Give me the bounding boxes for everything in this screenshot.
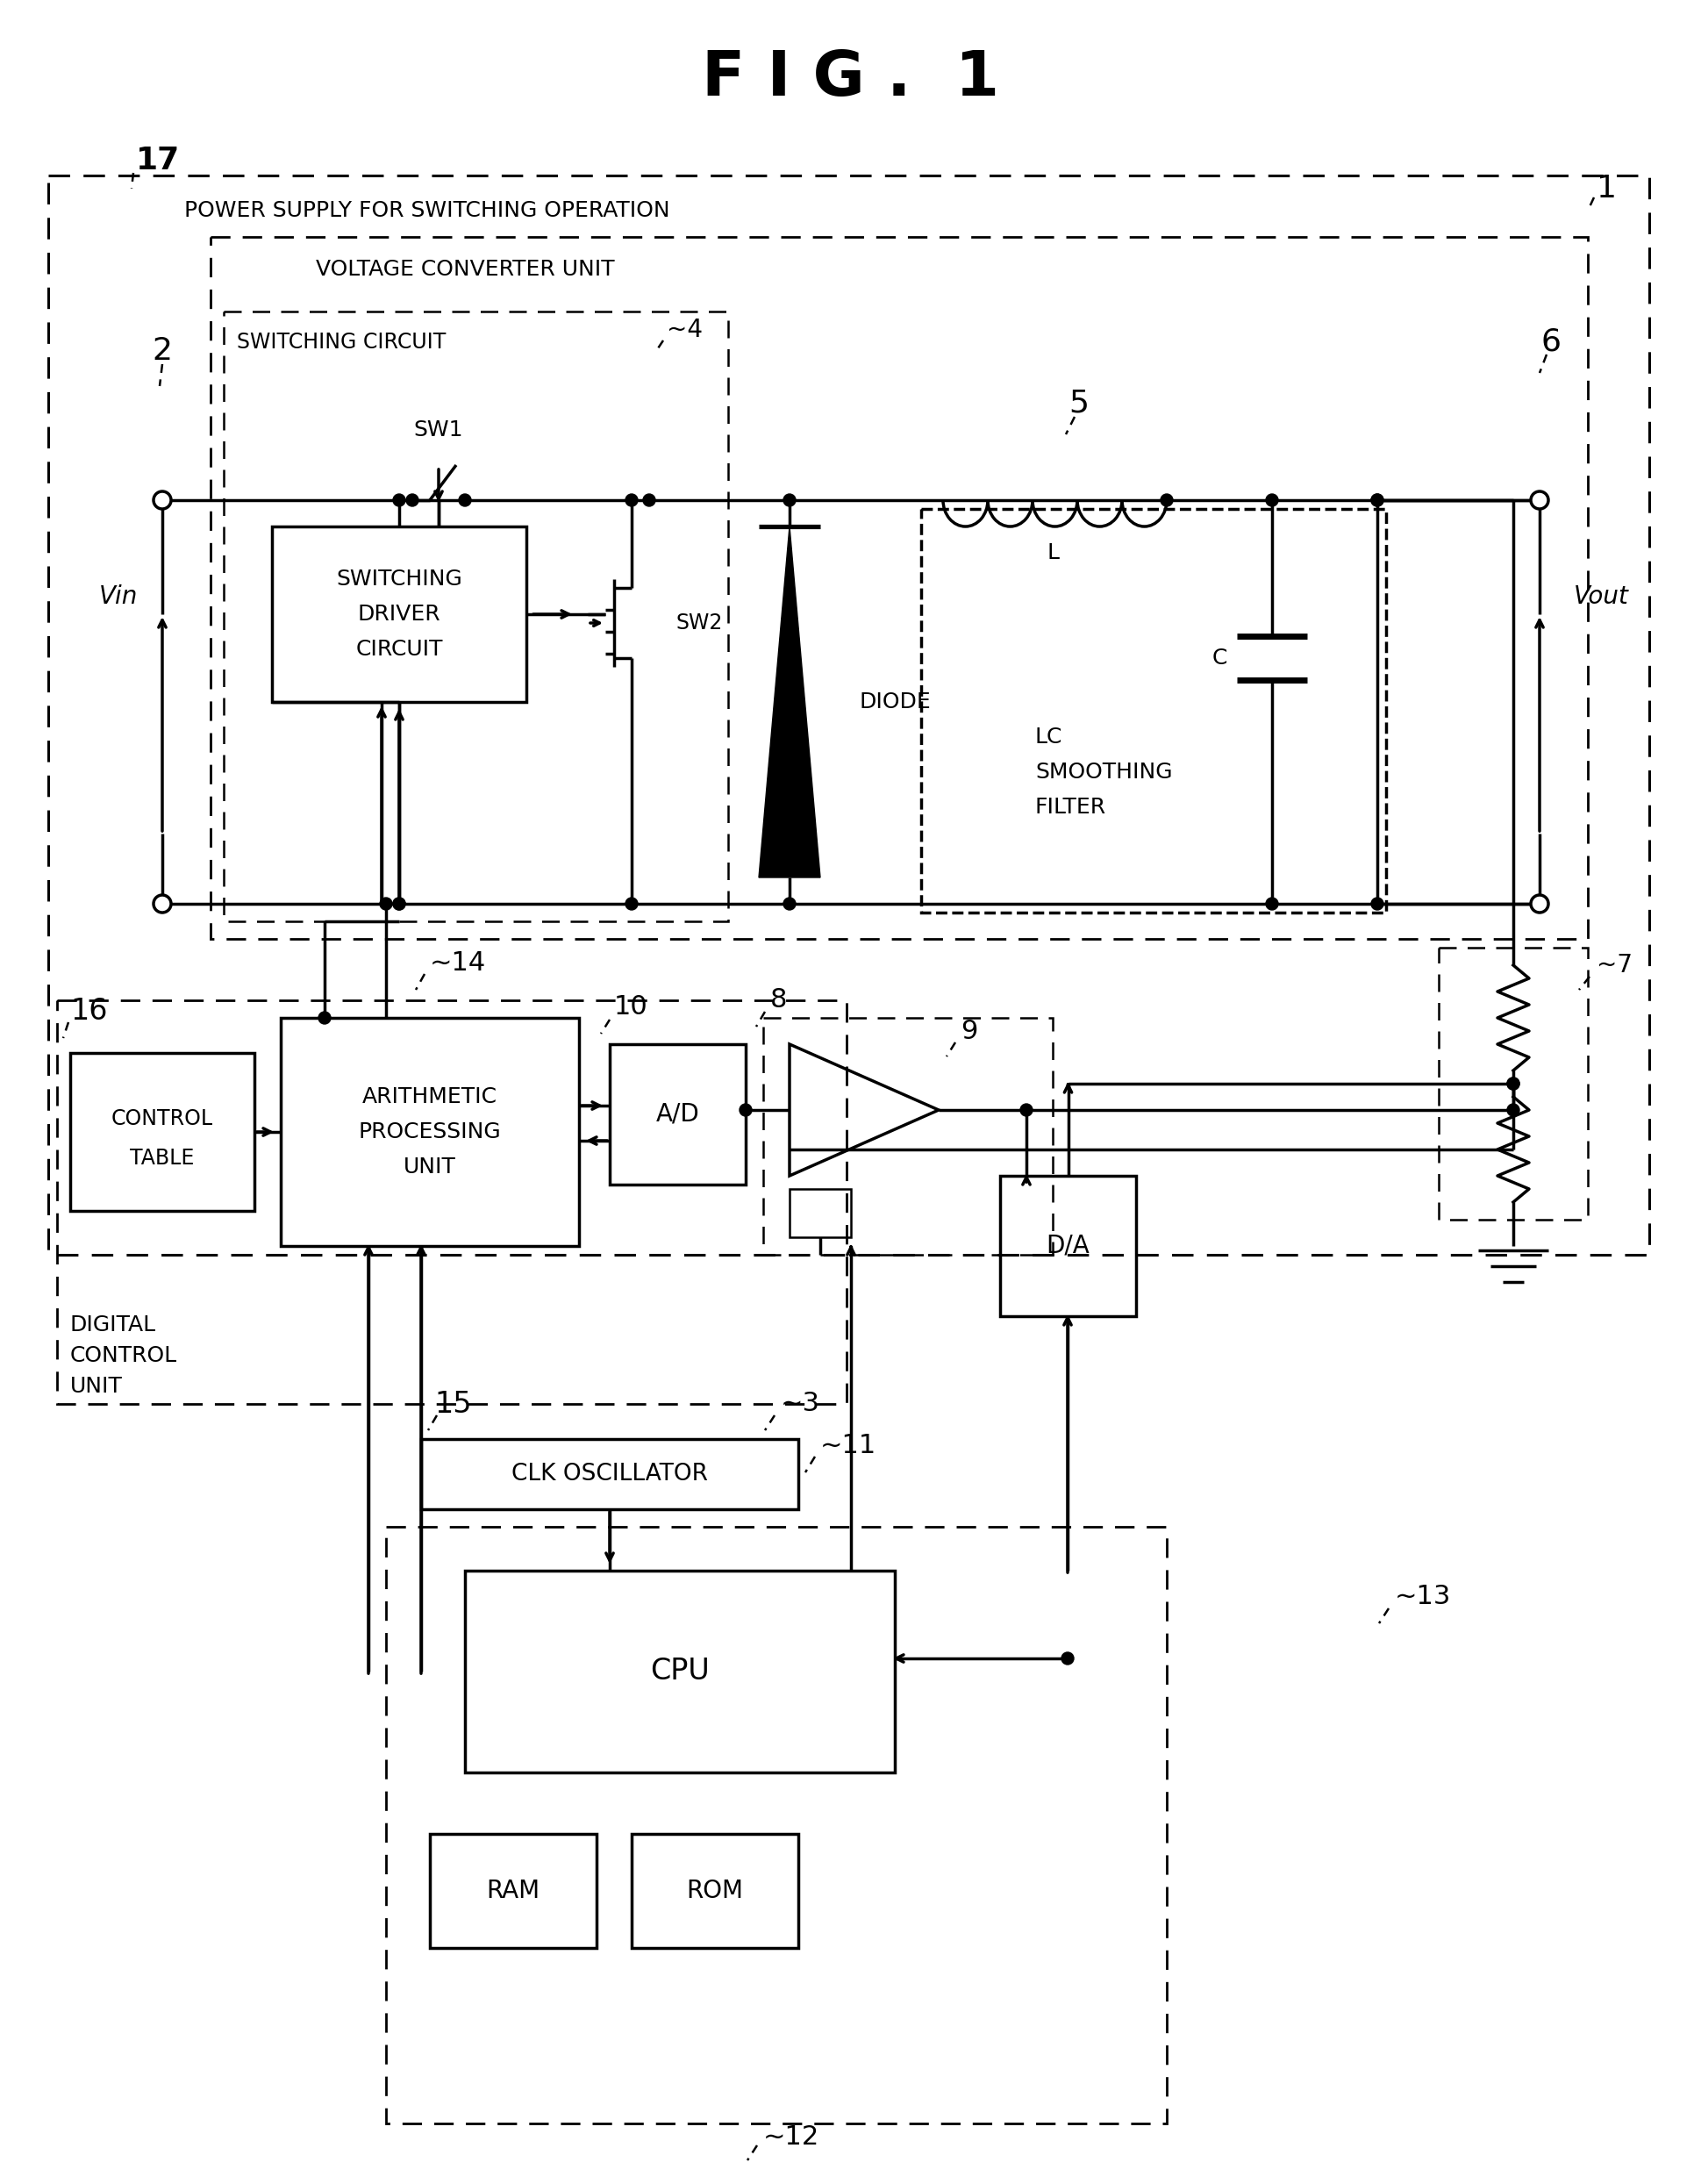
Circle shape [1266, 494, 1277, 507]
Circle shape [459, 494, 471, 507]
Circle shape [379, 898, 393, 911]
Text: Vin: Vin [99, 585, 138, 609]
Bar [464, 1570, 895, 1773]
Circle shape [1061, 1653, 1073, 1664]
Text: ~3: ~3 [781, 1391, 820, 1417]
Text: SW1: SW1 [413, 419, 463, 441]
Text: 9: 9 [961, 1018, 978, 1044]
Text: Vout: Vout [1573, 585, 1628, 609]
Circle shape [1021, 1103, 1033, 1116]
Text: CIRCUIT: CIRCUIT [356, 638, 442, 660]
Bar [70, 1053, 255, 1210]
Bar [922, 509, 1386, 913]
Text: F I G .  1: F I G . 1 [703, 48, 1000, 109]
Text: RAM: RAM [486, 1878, 539, 1902]
Bar [789, 1188, 850, 1236]
Text: 2: 2 [151, 336, 172, 367]
Bar [1000, 1175, 1136, 1317]
Text: SW2: SW2 [675, 612, 723, 633]
Circle shape [1531, 895, 1548, 913]
Text: 6: 6 [1541, 328, 1562, 358]
Circle shape [1371, 898, 1383, 911]
Text: ~4: ~4 [667, 317, 703, 343]
Bar [764, 1018, 1053, 1256]
Bar [48, 175, 1650, 1256]
Text: ~14: ~14 [430, 950, 486, 976]
Circle shape [407, 494, 418, 507]
Text: TABLE: TABLE [129, 1149, 194, 1168]
Bar [272, 526, 526, 701]
Circle shape [393, 898, 405, 911]
Circle shape [784, 898, 796, 911]
Text: 15: 15 [434, 1389, 471, 1417]
Circle shape [393, 898, 405, 911]
Circle shape [1531, 491, 1548, 509]
Circle shape [643, 494, 655, 507]
Circle shape [784, 494, 796, 507]
Text: D/A: D/A [1046, 1234, 1090, 1258]
Text: LC: LC [1036, 727, 1063, 747]
Text: ~11: ~11 [820, 1433, 876, 1459]
Text: ~13: ~13 [1395, 1583, 1451, 1610]
Text: DIGITAL: DIGITAL [70, 1315, 156, 1334]
Text: ROM: ROM [687, 1878, 743, 1902]
Bar [422, 1439, 798, 1509]
Circle shape [1371, 494, 1383, 507]
Bar [386, 1527, 1167, 2123]
Text: CPU: CPU [650, 1658, 709, 1686]
Circle shape [740, 1103, 752, 1116]
Text: ~7: ~7 [1597, 952, 1633, 978]
Text: CLK OSCILLATOR: CLK OSCILLATOR [512, 1463, 708, 1485]
Text: 5: 5 [1068, 389, 1089, 419]
Bar [58, 1000, 847, 1404]
Circle shape [153, 895, 172, 913]
Text: FILTER: FILTER [1036, 797, 1106, 817]
Text: SWITCHING: SWITCHING [337, 568, 463, 590]
Text: L: L [1046, 542, 1058, 563]
Text: VOLTAGE CONVERTER UNIT: VOLTAGE CONVERTER UNIT [316, 260, 614, 280]
Bar [609, 1044, 745, 1184]
Bar [225, 312, 728, 922]
Bar [281, 1018, 578, 1247]
Bar [211, 236, 1587, 939]
Circle shape [1266, 898, 1277, 911]
Text: DRIVER: DRIVER [357, 603, 441, 625]
Text: POWER SUPPLY FOR SWITCHING OPERATION: POWER SUPPLY FOR SWITCHING OPERATION [184, 201, 670, 221]
Polygon shape [759, 526, 820, 878]
Text: CONTROL: CONTROL [111, 1107, 213, 1129]
Text: DIODE: DIODE [859, 692, 932, 712]
Text: UNIT: UNIT [403, 1158, 456, 1177]
Circle shape [626, 898, 638, 911]
Text: 17: 17 [136, 146, 180, 175]
Circle shape [1507, 1077, 1519, 1090]
Text: SWITCHING CIRCUIT: SWITCHING CIRCUIT [236, 332, 446, 354]
Circle shape [1507, 1103, 1519, 1116]
Bar [631, 1835, 798, 1948]
Text: 1: 1 [1597, 175, 1616, 203]
Circle shape [153, 491, 172, 509]
Circle shape [393, 494, 405, 507]
Circle shape [1160, 494, 1174, 507]
Text: 10: 10 [614, 994, 648, 1020]
Circle shape [1507, 1077, 1519, 1090]
Text: C: C [1211, 649, 1226, 668]
Circle shape [1371, 494, 1383, 507]
Text: ARITHMETIC: ARITHMETIC [362, 1085, 497, 1107]
Text: CONTROL: CONTROL [70, 1345, 177, 1367]
Bar [1439, 948, 1587, 1219]
Text: ~12: ~12 [764, 2123, 820, 2149]
Text: A/D: A/D [657, 1103, 699, 1127]
Text: 16: 16 [70, 996, 107, 1024]
Bar [430, 1835, 597, 1948]
Circle shape [318, 1011, 330, 1024]
Text: 8: 8 [771, 987, 788, 1013]
Circle shape [626, 494, 638, 507]
Text: UNIT: UNIT [70, 1376, 122, 1398]
Text: SMOOTHING: SMOOTHING [1036, 762, 1172, 782]
Text: PROCESSING: PROCESSING [359, 1120, 502, 1142]
